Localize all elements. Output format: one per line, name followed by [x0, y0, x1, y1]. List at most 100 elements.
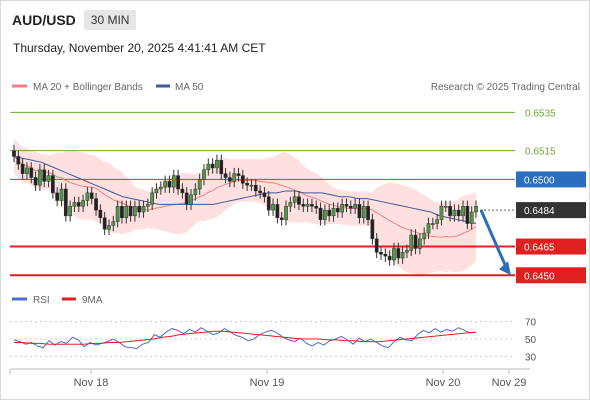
candle-body: [107, 225, 111, 230]
candle-body: [340, 204, 344, 213]
candle-body: [392, 248, 396, 261]
candle-body: [89, 192, 94, 199]
candle-body: [76, 202, 81, 207]
candle-body: [236, 173, 241, 176]
level-label: 0.6465: [524, 243, 555, 254]
candle-body: [348, 206, 353, 209]
candle-body: [171, 175, 176, 188]
candle-body: [279, 217, 284, 220]
x-tick-label: Nov 20: [426, 377, 461, 389]
candle-body: [124, 206, 129, 219]
level-label-box: [516, 238, 586, 255]
legend-label-ma50: MA 50: [175, 82, 204, 93]
rsi-tick-label: 30: [525, 352, 537, 363]
legend-label-rsi: RSI: [33, 295, 50, 306]
candle-body: [59, 188, 64, 201]
candle-body: [301, 204, 306, 207]
candle-body: [396, 248, 401, 259]
candle-body: [72, 202, 77, 207]
candle-body: [98, 209, 103, 219]
candle-body: [387, 255, 392, 261]
candle-body: [366, 206, 370, 220]
candle-body: [353, 204, 357, 209]
candle-body: [128, 206, 133, 217]
candle-body: [292, 196, 297, 203]
candle-body: [452, 209, 457, 217]
candle-body: [249, 184, 254, 187]
candle-body: [115, 206, 120, 222]
candle-body: [228, 177, 232, 182]
level-lines: [10, 111, 515, 277]
candle-body: [210, 163, 215, 169]
candle-body: [318, 207, 323, 220]
candle-body: [12, 150, 16, 157]
candle-body: [266, 196, 271, 211]
candle-body: [38, 169, 42, 186]
rsi-ma-line: [14, 330, 477, 345]
candle-body: [461, 206, 465, 217]
candle-body: [474, 206, 478, 213]
candle-body: [180, 188, 185, 194]
bollinger-bands: [14, 139, 476, 275]
candle-body: [370, 219, 375, 240]
x-tick-label: Nov 18: [74, 377, 109, 389]
rsi-tick-label: 50: [525, 335, 537, 346]
candle-body: [426, 223, 431, 234]
chart-header: AUD/USD 30 MIN: [12, 9, 137, 31]
level-label: 0.6450: [524, 271, 555, 282]
timeframe-badge[interactable]: 30 MIN: [83, 10, 137, 30]
candle-body: [409, 234, 414, 251]
candle-body: [374, 238, 379, 253]
candle-body: [202, 169, 206, 180]
bollinger-band-fill: [14, 139, 476, 275]
level-label: 0.6484: [524, 206, 555, 217]
candle-body: [150, 192, 155, 205]
level-label-box: [516, 202, 586, 219]
candle-body: [51, 175, 55, 194]
candle-body: [418, 238, 422, 249]
candle-body: [55, 192, 60, 201]
candle-body: [435, 219, 439, 224]
candle-body: [33, 177, 38, 186]
candle-body: [400, 252, 405, 259]
candle-body: [158, 186, 163, 190]
candle-body: [323, 209, 327, 220]
candle-body: [297, 196, 301, 205]
candle-body: [258, 190, 262, 194]
candle-body: [206, 163, 211, 171]
forecast-arrow: [479, 209, 511, 276]
candle-body: [327, 209, 332, 217]
candle-body: [137, 206, 142, 213]
datetime-label: Thursday, November 20, 2025 4:41:41 AM C…: [13, 41, 266, 55]
candle-body: [29, 167, 34, 178]
level-label: 0.6535: [525, 108, 556, 119]
candlesticks: [12, 144, 478, 266]
candle-body: [16, 156, 21, 165]
candle-body: [46, 175, 51, 182]
candle-body: [284, 206, 288, 220]
candle-body: [232, 173, 237, 182]
candle-body: [271, 204, 275, 211]
candle-body: [85, 192, 90, 201]
candle-body: [383, 253, 388, 257]
candle-body: [94, 198, 98, 211]
candle-body: [310, 204, 314, 207]
candle-body: [314, 206, 319, 209]
rsi-tick-label: 70: [525, 318, 537, 329]
candle-body: [215, 160, 219, 169]
symbol-label: AUD/USD: [12, 12, 76, 28]
candle-body: [133, 206, 137, 217]
candle-body: [25, 167, 29, 174]
level-label-box: [516, 171, 586, 188]
candle-body: [219, 160, 224, 174]
x-axis: Nov 18 Nov 19 Nov 20 Nov 29: [9, 369, 526, 389]
candle-body: [63, 188, 68, 217]
candle-body: [141, 206, 146, 213]
level-label-box: [516, 267, 586, 284]
candle-body: [81, 200, 85, 207]
candle-body: [422, 232, 427, 240]
candle-body: [102, 217, 107, 230]
forecast-arrow-head: [499, 261, 511, 276]
candle-body: [154, 188, 159, 194]
candle-body: [430, 223, 435, 225]
